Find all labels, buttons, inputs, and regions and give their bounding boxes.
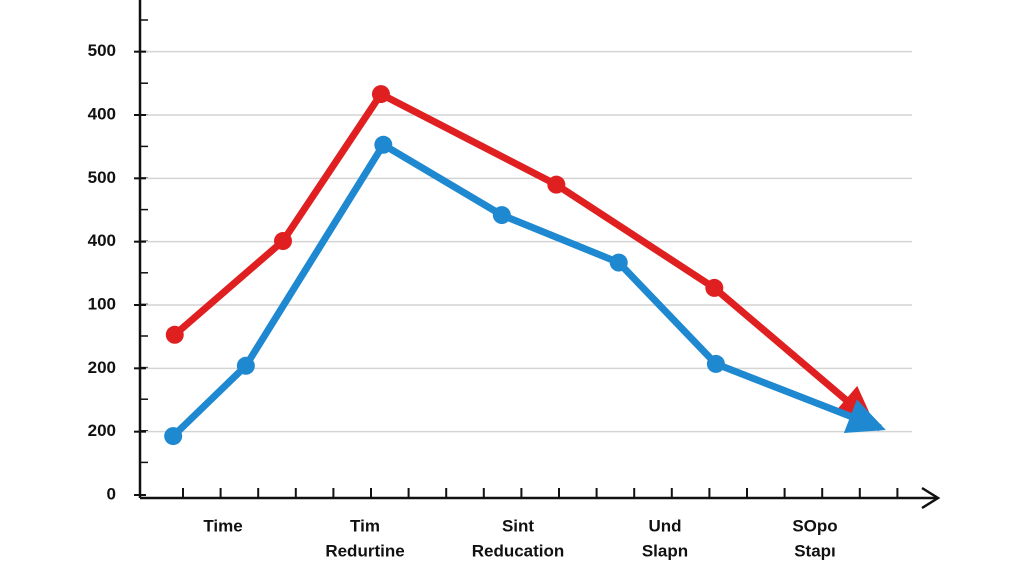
x-tick-label: Stapı bbox=[794, 541, 836, 560]
series-line bbox=[170, 141, 882, 439]
y-tick-label: 400 bbox=[88, 231, 116, 250]
point bbox=[609, 253, 628, 272]
arrow-head bbox=[843, 399, 886, 434]
point bbox=[164, 427, 183, 446]
x-tick-label: Redurtine bbox=[325, 541, 404, 560]
point bbox=[547, 175, 566, 194]
point bbox=[236, 356, 255, 375]
point bbox=[492, 206, 511, 225]
x-tick-label: Und bbox=[648, 516, 681, 535]
y-tick-label: 500 bbox=[88, 41, 116, 60]
x-tick-label: Tim bbox=[350, 516, 380, 535]
x-tick-label: Time bbox=[203, 516, 242, 535]
y-tick-label: 100 bbox=[88, 294, 116, 313]
y-tick-label: 400 bbox=[88, 104, 116, 123]
x-tick-label: SOpo bbox=[792, 516, 837, 535]
y-tick-label: 200 bbox=[88, 358, 116, 377]
point bbox=[371, 85, 390, 104]
x-axis-arrow bbox=[921, 486, 941, 510]
point bbox=[165, 325, 184, 344]
x-tick-label: Sint bbox=[502, 516, 534, 535]
x-tick-label: Slapn bbox=[642, 541, 688, 560]
x-tick-label: Reducation bbox=[472, 541, 565, 560]
y-tick-label: 0 bbox=[107, 484, 116, 503]
point bbox=[273, 232, 292, 251]
point bbox=[705, 278, 724, 297]
point bbox=[374, 135, 393, 154]
y-tick-label: 500 bbox=[88, 168, 116, 187]
point bbox=[706, 354, 725, 373]
y-tick-label: 200 bbox=[88, 421, 116, 440]
series-line bbox=[172, 90, 873, 423]
